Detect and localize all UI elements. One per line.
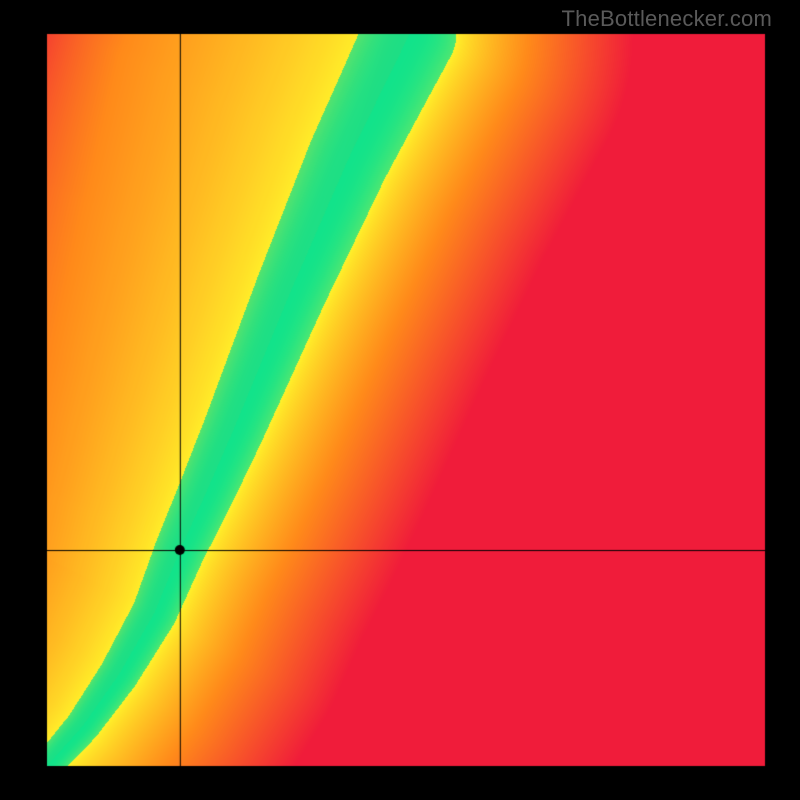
bottleneck-heatmap (0, 0, 800, 800)
chart-container: { "watermark": { "text": "TheBottlenecke… (0, 0, 800, 800)
watermark-text: TheBottlenecker.com (562, 6, 772, 32)
